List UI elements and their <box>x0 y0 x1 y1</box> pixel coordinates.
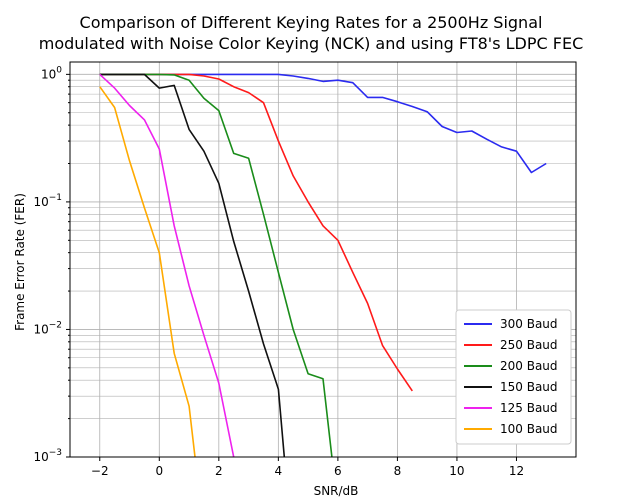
legend-box <box>455 309 572 445</box>
y-tick-label: 100 <box>41 65 62 81</box>
series-line-150-baud <box>99 73 286 458</box>
x-tick-label: 6 <box>334 464 342 478</box>
series-layer <box>99 73 547 458</box>
x-tick-label: −2 <box>91 464 109 478</box>
series-line-250-baud <box>99 73 413 392</box>
axes-frame <box>69 61 577 458</box>
legend-label: 300 Baud <box>500 317 558 331</box>
x-tick-label: 0 <box>155 464 163 478</box>
x-axis-label: SNR/dB <box>313 484 359 498</box>
series-line-100-baud <box>99 86 196 458</box>
x-tick-label: 10 <box>449 464 464 478</box>
legend-label: 125 Baud <box>500 401 558 415</box>
series-line-200-baud <box>99 73 333 458</box>
legend-label: 150 Baud <box>500 380 558 394</box>
y-tick-label: 10−1 <box>33 193 62 209</box>
series-line-300-baud <box>99 73 547 174</box>
legend: 300 Baud 250 Baud 200 Baud 150 Baud 125 Baud… <box>455 309 572 445</box>
x-tick-label: 2 <box>215 464 223 478</box>
legend-label: 200 Baud <box>500 359 558 373</box>
x-tick-label: 8 <box>394 464 402 478</box>
tick-layer: −2 0 2 4 6 8 10 12 100 10−1 10−2 10−3 <box>33 65 524 478</box>
legend-label: 100 Baud <box>500 422 558 436</box>
x-tick-label: 4 <box>275 464 283 478</box>
y-tick-label: 10−3 <box>33 448 62 464</box>
chart-title-line-1: Comparison of Different Keying Rates for… <box>79 13 543 32</box>
chart-title-line-2: modulated with Noise Color Keying (NCK) … <box>38 34 584 53</box>
series-line-125-baud <box>99 73 235 458</box>
y-tick-label: 10−2 <box>33 320 62 336</box>
x-tick-label: 12 <box>509 464 524 478</box>
legend-label: 250 Baud <box>500 338 558 352</box>
